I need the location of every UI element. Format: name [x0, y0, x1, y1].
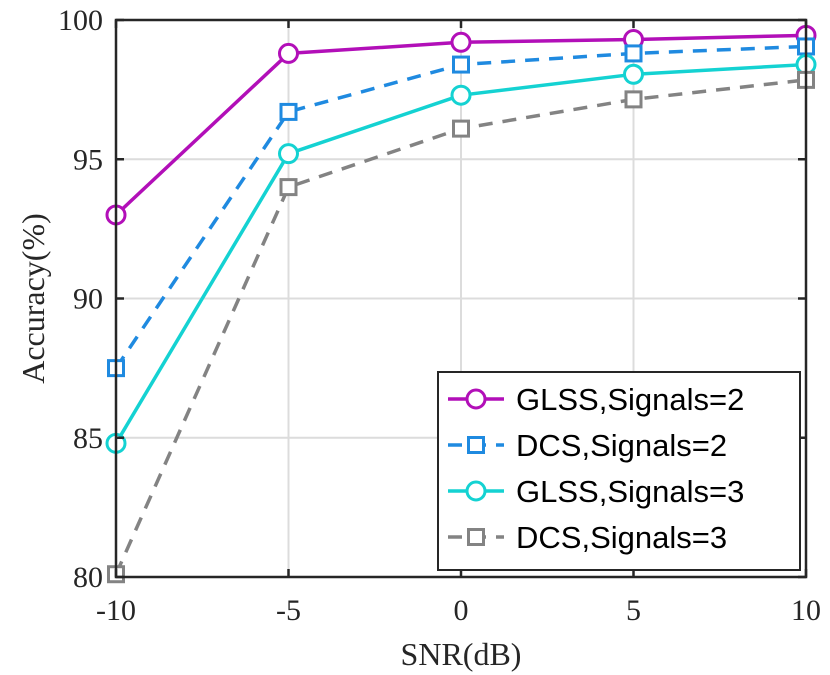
data-point [278, 143, 299, 165]
data-point [450, 31, 472, 53]
x-tick-label: 0 [454, 594, 469, 627]
x-axis-title: SNR(dB) [401, 636, 522, 672]
y-tick-label: 90 [73, 283, 103, 316]
data-point [452, 119, 470, 138]
y-tick-label: 100 [58, 4, 103, 37]
legend-label: DCS,Signals=3 [516, 520, 727, 555]
y-tick-label: 95 [73, 143, 103, 176]
x-tick-label: -10 [96, 594, 136, 627]
legend-item: GLSS,Signals=2 [448, 382, 744, 417]
data-point [623, 63, 644, 85]
y-tick-label: 85 [73, 422, 103, 455]
legend: GLSS,Signals=2 DCS,Signals=2 GLSS,Signals=… [437, 371, 801, 571]
y-axis-title: Accuracy(%) [15, 213, 51, 384]
data-point [624, 90, 643, 109]
y-tick-label: 80 [73, 561, 103, 594]
legend-item: DCS,Signals=2 [448, 428, 727, 463]
series-1 [107, 37, 815, 378]
legend-label: GLSS,Signals=3 [516, 474, 744, 509]
axis-ticks: -10 -5 0 5 10 80 85 90 95 100 [58, 4, 821, 627]
data-point [279, 178, 298, 197]
legend-marker [465, 480, 487, 502]
data-point [278, 42, 299, 64]
x-tick-label: -5 [276, 594, 301, 627]
legend-item: GLSS,Signals=3 [448, 474, 744, 509]
series-layer [105, 24, 817, 584]
legend-marker [467, 436, 485, 454]
x-tick-label: 5 [626, 594, 641, 627]
x-tick-label: 10 [791, 594, 821, 627]
data-point [624, 44, 643, 63]
legend-marker [467, 528, 485, 546]
data-point [450, 84, 472, 106]
legend-label: DCS,Signals=2 [516, 428, 727, 463]
legend-marker [465, 388, 487, 410]
legend-item: DCS,Signals=3 [448, 520, 727, 555]
legend-label: GLSS,Signals=2 [516, 382, 744, 417]
data-point [452, 55, 470, 74]
data-point [279, 102, 298, 121]
